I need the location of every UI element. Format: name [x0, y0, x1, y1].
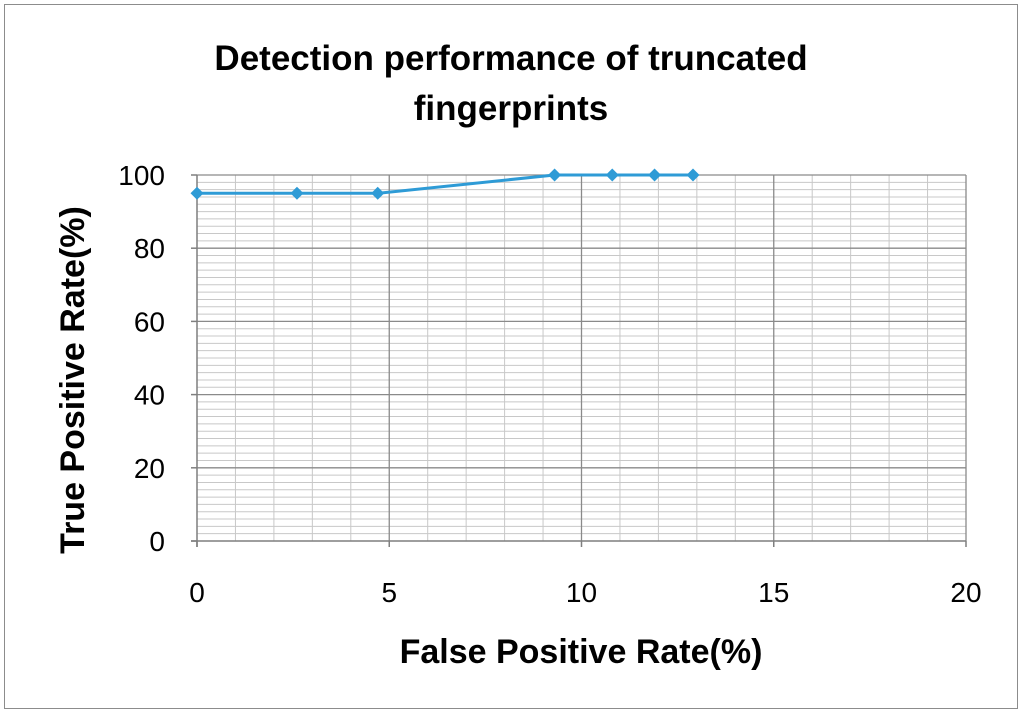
data-point-marker: [686, 168, 700, 182]
x-tick-labels: 0 5 10 15 20: [189, 577, 981, 608]
x-axis-label: False Positive Rate(%): [400, 633, 763, 671]
axes: [191, 174, 967, 547]
x-tick-label: 10: [566, 577, 597, 608]
data-point-marker: [371, 186, 385, 200]
data-point-marker: [548, 168, 562, 182]
x-tick-label: 20: [950, 577, 981, 608]
series-line: [197, 173, 694, 195]
x-tick-label: 5: [381, 577, 397, 608]
y-tick-label: 20: [134, 453, 165, 484]
data-point-marker: [605, 168, 619, 182]
x-tick-label: 15: [758, 577, 789, 608]
chart-title-line-2: fingerprints: [414, 89, 608, 128]
data-point-marker: [290, 186, 304, 200]
data-point-marker: [648, 168, 662, 182]
data-point-marker: [190, 186, 204, 200]
chart-title-line-1: Detection performance of truncated: [214, 39, 807, 78]
y-axis-label: True Positive Rate(%): [54, 206, 92, 554]
major-gridlines: [197, 174, 967, 541]
y-tick-label: 100: [118, 160, 165, 191]
y-tick-label: 0: [149, 526, 165, 557]
y-tick-labels: 0 20 40 60 80 100: [118, 160, 165, 557]
x-tick-label: 0: [189, 577, 205, 608]
y-tick-label: 80: [134, 233, 165, 264]
y-tick-label: 60: [134, 306, 165, 337]
chart-frame: [4, 4, 1018, 709]
y-tick-label: 40: [134, 380, 165, 411]
data-series: [190, 168, 700, 200]
